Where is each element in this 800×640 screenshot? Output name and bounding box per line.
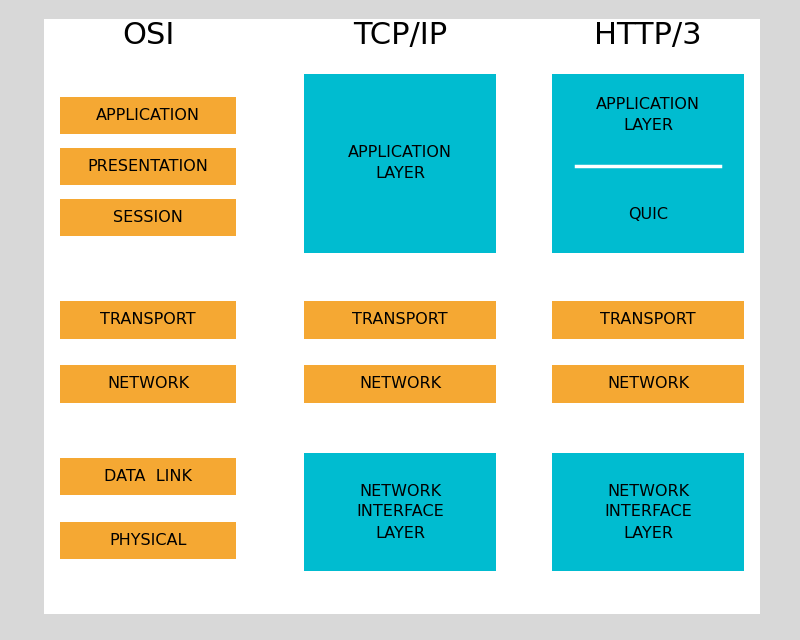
Text: QUIC: QUIC	[628, 207, 668, 222]
Text: TRANSPORT: TRANSPORT	[100, 312, 196, 328]
FancyBboxPatch shape	[60, 148, 236, 185]
Text: PRESENTATION: PRESENTATION	[87, 159, 209, 174]
Text: NETWORK
INTERFACE
LAYER: NETWORK INTERFACE LAYER	[604, 483, 692, 541]
Text: NETWORK
INTERFACE
LAYER: NETWORK INTERFACE LAYER	[356, 483, 444, 541]
FancyBboxPatch shape	[304, 365, 496, 403]
Text: OSI: OSI	[122, 20, 174, 50]
FancyBboxPatch shape	[60, 458, 236, 495]
FancyBboxPatch shape	[304, 453, 496, 571]
FancyBboxPatch shape	[60, 199, 236, 236]
FancyBboxPatch shape	[44, 19, 760, 614]
Text: APPLICATION: APPLICATION	[96, 108, 200, 123]
Text: NETWORK: NETWORK	[107, 376, 189, 392]
Text: NETWORK: NETWORK	[359, 376, 441, 392]
FancyBboxPatch shape	[304, 301, 496, 339]
FancyBboxPatch shape	[304, 74, 496, 253]
FancyBboxPatch shape	[60, 97, 236, 134]
FancyBboxPatch shape	[60, 522, 236, 559]
Text: TRANSPORT: TRANSPORT	[352, 312, 448, 328]
FancyBboxPatch shape	[552, 301, 744, 339]
Text: PHYSICAL: PHYSICAL	[110, 533, 186, 548]
Text: APPLICATION
LAYER: APPLICATION LAYER	[348, 145, 452, 181]
FancyBboxPatch shape	[552, 365, 744, 403]
Text: APPLICATION
LAYER: APPLICATION LAYER	[596, 97, 700, 133]
Text: SESSION: SESSION	[113, 210, 183, 225]
Text: HTTP/3: HTTP/3	[594, 20, 702, 50]
Text: DATA  LINK: DATA LINK	[104, 469, 192, 484]
FancyBboxPatch shape	[552, 453, 744, 571]
FancyBboxPatch shape	[552, 74, 744, 253]
FancyBboxPatch shape	[60, 365, 236, 403]
Text: TRANSPORT: TRANSPORT	[600, 312, 696, 328]
Text: NETWORK: NETWORK	[607, 376, 689, 392]
FancyBboxPatch shape	[60, 301, 236, 339]
Text: TCP/IP: TCP/IP	[353, 20, 447, 50]
